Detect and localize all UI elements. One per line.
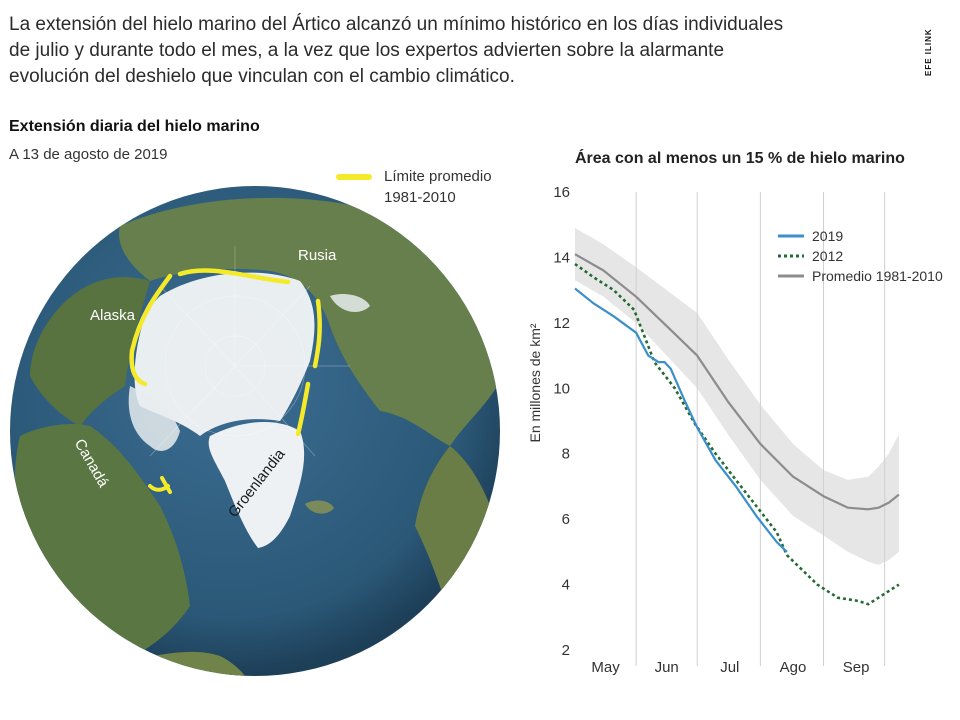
- x-tick-label: Ago: [780, 659, 807, 676]
- average-range-band: [575, 228, 899, 565]
- series-line-2019: [574, 287, 788, 553]
- x-tick-label: Jul: [720, 659, 739, 676]
- x-tick-label: Sep: [843, 659, 870, 676]
- land-alaska: [30, 277, 150, 426]
- intro-line-1: La extensión del hielo marino del Ártico…: [9, 14, 784, 35]
- sea-ice-fragments: [128, 294, 370, 451]
- series-line-2012: [574, 262, 900, 606]
- y-tick-label: 6: [562, 511, 570, 528]
- label-rusia: Rusia: [298, 247, 337, 264]
- arctic-globe-map: Alaska Rusia Canadá Groenlandia: [10, 186, 500, 676]
- y-tick-label: 10: [553, 380, 570, 397]
- y-tick-label: 12: [553, 315, 570, 332]
- y-tick-label: 4: [562, 577, 570, 594]
- land-iceland: [305, 500, 334, 514]
- legend-label: Promedio 1981-2010: [812, 268, 943, 284]
- intro-line-2: de julio y durante todo el mes, a la vez…: [9, 40, 725, 61]
- x-tick-label: May: [591, 659, 620, 676]
- sea-ice-cap: [134, 272, 315, 436]
- average-ice-limit-canada: [148, 476, 172, 494]
- y-tick-label: 16: [553, 184, 570, 201]
- map-subtitle: A 13 de agosto de 2019: [9, 146, 168, 163]
- intro-text: La extensión del hielo marino del Ártico…: [9, 12, 889, 90]
- y-tick-label: 14: [553, 249, 570, 266]
- legend-label: 2019: [812, 228, 843, 244]
- brand-logo: EFE ILINK: [924, 28, 938, 76]
- map-title: Extensión diaria del hielo marino: [9, 118, 260, 135]
- map-legend-line-2: 1981-2010: [384, 189, 456, 206]
- series-line-promedio-1981-2010: [574, 253, 900, 511]
- map-legend-line-1: Límite promedio: [384, 168, 492, 185]
- legend-label: 2012: [812, 248, 843, 264]
- sea-ice-chart: En millones de km² 2 4 6 8 10 12 14 16 May Jun Ju…: [527, 184, 943, 676]
- x-tick-label: Jun: [655, 659, 679, 676]
- map-legend-swatch: [336, 174, 372, 180]
- y-tick-label: 2: [562, 642, 570, 659]
- graticule: [149, 246, 350, 457]
- y-tick-label: 8: [562, 446, 570, 463]
- label-alaska: Alaska: [90, 307, 136, 324]
- intro-line-3: evolución del deshielo que vinculan con …: [9, 66, 515, 87]
- y-axis-label: En millones de km²: [527, 323, 543, 442]
- average-ice-limit: [129, 268, 322, 437]
- chart-title: Área con al menos un 15 % de hielo marin…: [575, 150, 905, 167]
- land-greenland: [208, 421, 305, 548]
- land-russia: [119, 197, 500, 446]
- brand-logo-text: EFE ILINK: [924, 28, 933, 76]
